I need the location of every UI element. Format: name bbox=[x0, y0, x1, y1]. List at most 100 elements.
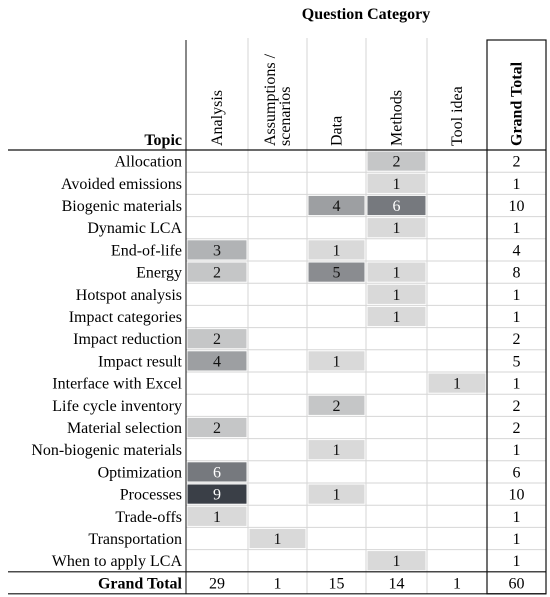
row-label: Transportation bbox=[88, 531, 182, 548]
cell-value: 2 bbox=[393, 154, 401, 171]
cell-value: 6 bbox=[393, 198, 401, 215]
heatmap-cell bbox=[367, 151, 426, 171]
heatmap-cell bbox=[308, 262, 365, 282]
cell-value: 2 bbox=[213, 265, 221, 282]
cell-value: 1 bbox=[453, 376, 461, 393]
cell-value: 1 bbox=[393, 265, 401, 282]
row-total: 8 bbox=[513, 265, 521, 282]
heatmap-cell bbox=[367, 173, 426, 193]
row-label: Impact result bbox=[98, 353, 183, 370]
cell-value: 2 bbox=[333, 398, 341, 415]
row-label: Impact categories bbox=[69, 309, 182, 326]
row-total: 1 bbox=[513, 220, 521, 237]
heatmap-cell bbox=[187, 417, 247, 438]
row-label: Life cycle inventory bbox=[52, 398, 182, 415]
row-total: 10 bbox=[509, 198, 525, 215]
heatmap-cell bbox=[308, 240, 365, 260]
heatmap-cell bbox=[187, 329, 247, 349]
row-label: Impact reduction bbox=[73, 331, 182, 348]
row-label: Processes bbox=[120, 487, 182, 504]
heatmap-cell bbox=[308, 484, 365, 504]
row-label: End-of-life bbox=[111, 242, 182, 259]
cell-value: 1 bbox=[333, 242, 341, 259]
column-total: 1 bbox=[274, 575, 282, 592]
column-total: 15 bbox=[329, 575, 345, 592]
column-header-3: Data bbox=[329, 116, 346, 146]
heatmap-cell bbox=[367, 218, 426, 238]
column-header-2-line-2: scenarios bbox=[277, 86, 294, 146]
cell-value: 1 bbox=[393, 287, 401, 304]
row-total: 1 bbox=[513, 376, 521, 393]
row-total: 1 bbox=[513, 553, 521, 570]
row-total: 5 bbox=[513, 353, 521, 370]
heatmap-cell bbox=[308, 395, 365, 415]
heatmap-cell bbox=[308, 195, 365, 216]
row-label: Avoided emissions bbox=[61, 176, 182, 193]
cell-value: 5 bbox=[333, 265, 341, 282]
heatmap-cell bbox=[187, 262, 247, 282]
heatmap-cell bbox=[367, 284, 426, 304]
heatmap-cell bbox=[308, 440, 365, 460]
row-label: Material selection bbox=[67, 420, 182, 437]
row-total: 2 bbox=[513, 331, 521, 348]
heatmap-cell bbox=[367, 551, 426, 571]
cell-value: 4 bbox=[213, 353, 221, 370]
row-total: 1 bbox=[513, 309, 521, 326]
row-label: Trade-offs bbox=[115, 509, 182, 526]
column-header-1: Analysis bbox=[209, 90, 226, 146]
cell-value: 1 bbox=[393, 176, 401, 193]
heatmap-cell bbox=[187, 351, 247, 371]
heatmap-cell bbox=[187, 240, 247, 260]
cell-value: 4 bbox=[333, 198, 341, 215]
row-label: Allocation bbox=[114, 154, 182, 171]
row-label: Biogenic materials bbox=[62, 198, 182, 215]
chart-title: Question Category bbox=[302, 6, 430, 23]
cell-value: 1 bbox=[333, 442, 341, 459]
row-total: 6 bbox=[513, 464, 521, 481]
column-header-5: Tool idea bbox=[449, 86, 466, 146]
cell-value: 1 bbox=[333, 487, 341, 504]
cell-value: 1 bbox=[213, 509, 221, 526]
heatmap-cell bbox=[308, 351, 365, 371]
column-header-2-line-1: Assumptions / bbox=[262, 53, 279, 146]
row-total: 2 bbox=[513, 398, 521, 415]
column-header-4: Methods bbox=[389, 90, 406, 146]
row-total: 1 bbox=[513, 442, 521, 459]
row-label: Dynamic LCA bbox=[87, 220, 182, 237]
row-total: 10 bbox=[509, 487, 525, 504]
row-total: 4 bbox=[513, 242, 521, 259]
row-label: Interface with Excel bbox=[52, 376, 182, 393]
row-total: 2 bbox=[513, 420, 521, 437]
row-label: Energy bbox=[136, 265, 182, 282]
grand-total-row-label: Grand Total bbox=[98, 575, 183, 592]
row-header-topic: Topic bbox=[144, 132, 182, 149]
heatmap-cell bbox=[187, 462, 247, 482]
cell-value: 2 bbox=[213, 420, 221, 437]
row-label: Non-biogenic materials bbox=[31, 442, 182, 459]
row-total: 2 bbox=[513, 154, 521, 171]
cell-value: 1 bbox=[393, 309, 401, 326]
heatmap-cell bbox=[428, 373, 486, 393]
row-total: 1 bbox=[513, 509, 521, 526]
grand-total-value: 60 bbox=[509, 575, 525, 592]
row-label: When to apply LCA bbox=[52, 553, 183, 570]
column-total: 1 bbox=[453, 575, 461, 592]
cell-value: 1 bbox=[393, 553, 401, 570]
cell-value: 3 bbox=[213, 242, 221, 259]
column-total: 14 bbox=[389, 575, 405, 592]
row-total: 1 bbox=[513, 176, 521, 193]
grand-total-column-border bbox=[486, 39, 547, 595]
column-header-grand-total: Grand Total bbox=[509, 61, 526, 146]
heatmap-cell bbox=[187, 506, 247, 526]
cell-value: 6 bbox=[213, 464, 221, 481]
row-total: 1 bbox=[513, 531, 521, 548]
heatmap-cell bbox=[367, 262, 426, 282]
heatmap-cell bbox=[367, 306, 426, 327]
heatmap-cell bbox=[187, 484, 247, 504]
heatmap-cell bbox=[249, 528, 306, 549]
cell-value: 9 bbox=[213, 487, 221, 504]
row-total: 1 bbox=[513, 287, 521, 304]
cell-value: 1 bbox=[274, 531, 282, 548]
cell-value: 2 bbox=[213, 331, 221, 348]
